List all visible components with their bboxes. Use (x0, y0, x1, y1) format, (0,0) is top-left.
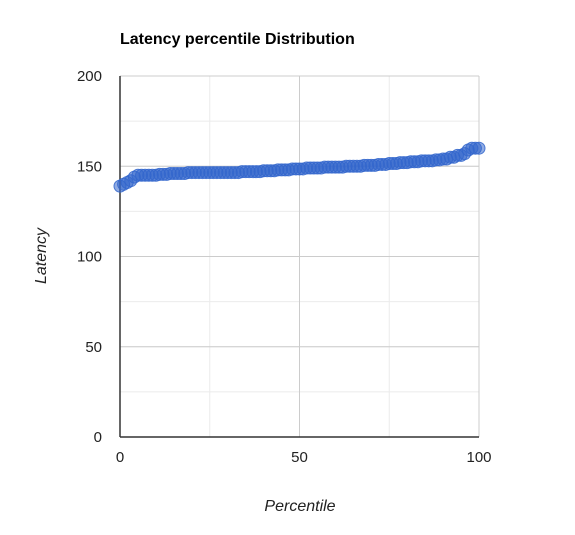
x-tick-label: 0 (116, 449, 124, 466)
y-tick-label: 150 (77, 158, 102, 175)
axis-layer (119, 76, 479, 438)
y-tick-label: 100 (77, 249, 102, 266)
y-tick-label: 200 (77, 68, 102, 85)
chart-title: Latency percentile Distribution (120, 31, 355, 48)
x-tick-label: 100 (466, 449, 491, 466)
tick-layer: 0 50 100 0 50 100 150 200 (77, 68, 492, 466)
data-point (472, 141, 486, 155)
x-tick-label: 50 (291, 449, 308, 466)
x-axis-title: Percentile (264, 498, 335, 515)
data-layer (113, 141, 486, 193)
y-tick-label: 0 (94, 429, 102, 446)
grid-layer (120, 75, 480, 437)
y-tick-label: 50 (85, 339, 102, 356)
y-axis-title: Latency (33, 227, 50, 284)
